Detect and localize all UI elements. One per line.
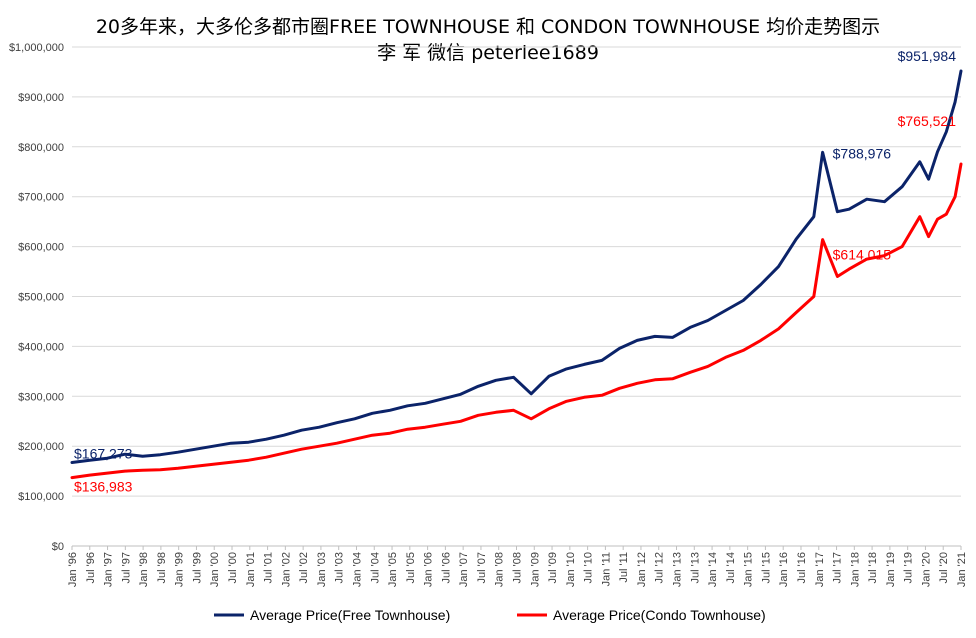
x-tick-label: Jan '09 xyxy=(529,552,541,587)
x-tick-label: Jan '15 xyxy=(743,552,755,587)
x-tick-label: Jan '11 xyxy=(600,552,612,586)
x-tick-label: Jan '21 xyxy=(956,552,968,587)
data-label: $788,976 xyxy=(833,145,892,161)
data-label: $951,984 xyxy=(898,48,957,64)
y-tick-label: $1,000,000 xyxy=(9,42,64,54)
x-tick-label: Jan '19 xyxy=(885,552,897,587)
x-tick-label: Jan '05 xyxy=(387,552,399,587)
x-tick-label: Jul '20 xyxy=(938,552,950,583)
x-tick-label: Jan '02 xyxy=(280,552,292,587)
x-tick-label: Jan '12 xyxy=(636,552,648,587)
x-tick-label: Jul '04 xyxy=(369,552,381,583)
data-label: $136,983 xyxy=(74,479,133,495)
y-tick-label: $500,000 xyxy=(18,292,64,304)
x-tick-label: Jan '03 xyxy=(316,552,328,587)
x-tick-label: Jan '16 xyxy=(778,552,790,587)
x-tick-label: Jan '01 xyxy=(245,552,257,587)
x-tick-label: Jul '02 xyxy=(298,552,310,583)
x-tick-label: Jan '06 xyxy=(423,552,435,587)
data-label: $614,015 xyxy=(833,247,892,263)
x-tick-label: Jul '07 xyxy=(476,552,488,583)
legend-label: Average Price(Free Townhouse) xyxy=(250,607,450,623)
x-tick-label: Jul '19 xyxy=(903,552,915,583)
x-tick-label: Jan '99 xyxy=(174,552,186,587)
x-tick-label: Jan '18 xyxy=(849,552,861,587)
x-tick-label: Jan '14 xyxy=(707,552,719,587)
data-label: $765,521 xyxy=(898,113,957,129)
x-tick-label: Jul '05 xyxy=(405,552,417,583)
y-tick-label: $0 xyxy=(52,541,64,553)
legend-label: Average Price(Condo Townhouse) xyxy=(553,607,766,623)
y-tick-label: $800,000 xyxy=(18,142,64,154)
x-tick-label: Jan '13 xyxy=(672,552,684,587)
x-tick-label: Jul '13 xyxy=(689,552,701,583)
x-tick-label: Jul '97 xyxy=(120,552,132,583)
y-tick-label: $200,000 xyxy=(18,441,64,453)
x-tick-label: Jul '00 xyxy=(227,552,239,583)
x-tick-label: Jul '18 xyxy=(867,552,879,583)
x-tick-label: Jan '98 xyxy=(138,552,150,587)
x-tick-label: Jan '97 xyxy=(103,552,115,587)
x-tick-label: Jul '06 xyxy=(440,552,452,583)
x-tick-label: Jan '17 xyxy=(814,552,826,587)
x-tick-label: Jan '07 xyxy=(458,552,470,587)
x-tick-label: Jul '09 xyxy=(547,552,559,583)
data-label: $167,273 xyxy=(74,446,133,462)
y-tick-label: $600,000 xyxy=(18,242,64,254)
y-tick-label: $900,000 xyxy=(18,92,64,104)
x-tick-label: Jul '08 xyxy=(512,552,524,583)
x-tick-label: Jul '12 xyxy=(654,552,666,583)
x-tick-label: Jan '04 xyxy=(351,552,363,587)
y-tick-label: $100,000 xyxy=(18,491,64,503)
x-tick-label: Jul '10 xyxy=(583,552,595,583)
free-townhouse-line xyxy=(70,69,963,464)
y-tick-label: $400,000 xyxy=(18,341,64,353)
x-tick-label: Jan '00 xyxy=(209,552,221,587)
x-tick-label: Jul '17 xyxy=(832,552,844,583)
x-tick-label: Jan '20 xyxy=(920,552,932,587)
x-tick-label: Jul '01 xyxy=(263,552,275,583)
condo-townhouse-line xyxy=(70,162,963,480)
x-tick-label: Jan '96 xyxy=(67,552,79,587)
chart-title: 20多年来，大多伦多都市圈FREE TOWNHOUSE 和 CONDON TOW… xyxy=(95,16,881,38)
x-tick-label: Jul '11 xyxy=(618,552,630,583)
x-tick-label: Jul '15 xyxy=(760,552,772,583)
x-tick-label: Jul '96 xyxy=(85,552,97,583)
x-tick-label: Jul '14 xyxy=(725,552,737,583)
y-tick-label: $300,000 xyxy=(18,391,64,403)
x-tick-label: Jul '98 xyxy=(156,552,168,583)
x-tick-label: Jul '99 xyxy=(191,552,203,583)
x-tick-label: Jul '16 xyxy=(796,552,808,583)
x-tick-label: Jul '03 xyxy=(334,552,346,583)
y-tick-label: $700,000 xyxy=(18,192,64,204)
x-tick-label: Jan '10 xyxy=(565,552,577,587)
x-tick-label: Jan '08 xyxy=(494,552,506,587)
